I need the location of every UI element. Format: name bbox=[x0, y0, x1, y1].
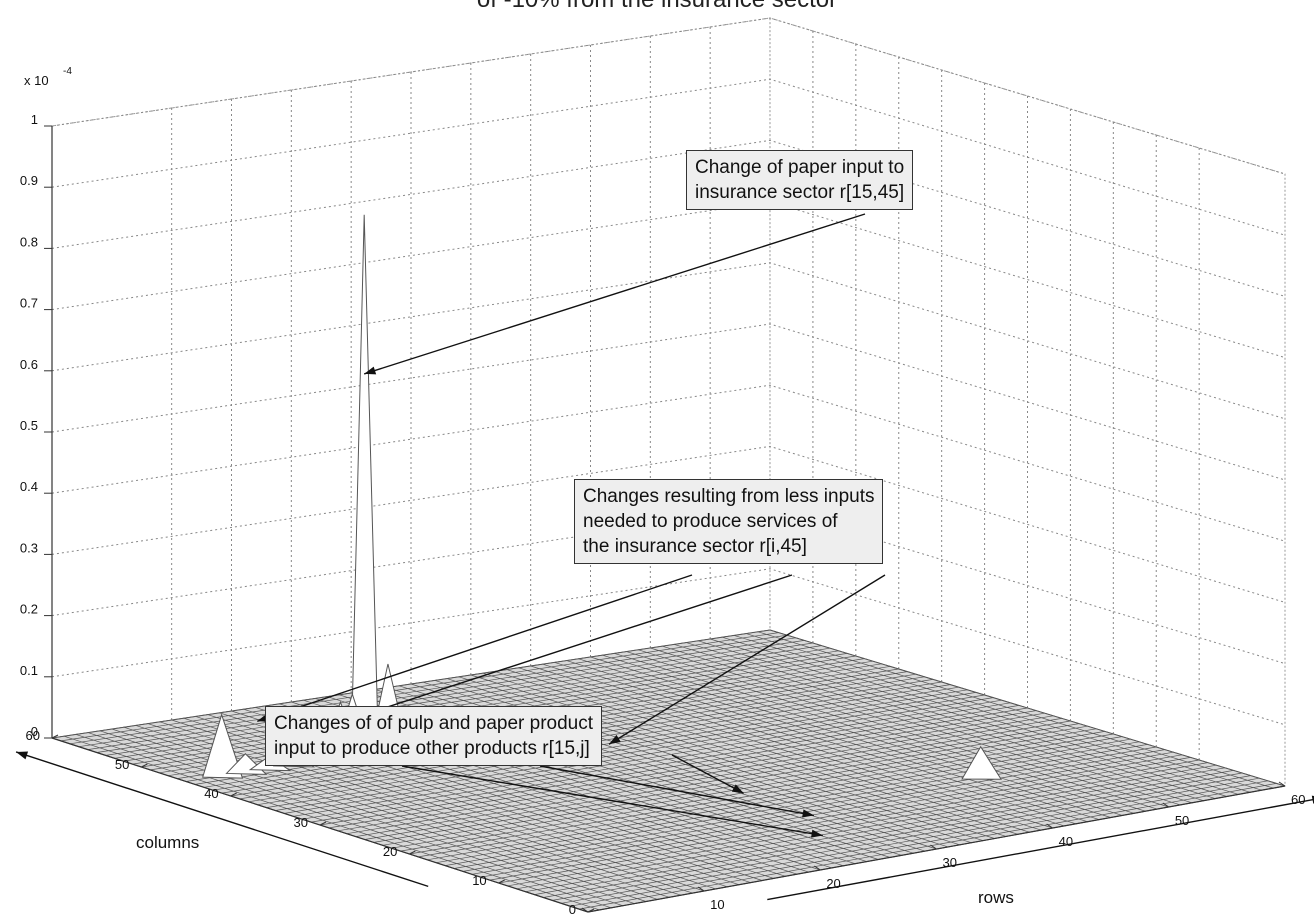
z-tick-label: 1 bbox=[31, 112, 38, 127]
y-tick-label: 50 bbox=[115, 757, 129, 772]
surface-peak bbox=[961, 745, 1002, 780]
arrow-to-r-15j-b-head bbox=[802, 809, 814, 818]
x-tick bbox=[1278, 781, 1286, 787]
z-tick-label: 0.2 bbox=[20, 602, 38, 617]
z-tick-label: 0.9 bbox=[20, 173, 38, 188]
x-tick-label: 40 bbox=[1059, 834, 1073, 849]
mesh-col-line bbox=[60, 632, 779, 742]
arrow-to-r-i45-b bbox=[352, 574, 793, 720]
y-tick-label: 40 bbox=[204, 786, 218, 801]
arrow-to-r-15j-c-head bbox=[811, 829, 823, 838]
z-axis: 0 0.1 0.2 0.3 0.4 0.5 0.6 0.7 0.8 0.9 1 bbox=[20, 112, 53, 739]
arrow-to-main-peak bbox=[363, 213, 866, 375]
mesh-col-line bbox=[78, 637, 796, 748]
mesh-row-line bbox=[674, 644, 1193, 804]
arrow-to-r-i45-c bbox=[608, 574, 886, 745]
arrow-to-main-peak-head bbox=[364, 366, 377, 375]
y-tick bbox=[230, 792, 237, 797]
z-tick-label: 0.7 bbox=[20, 296, 38, 311]
z-multiplier: x 10 bbox=[24, 73, 49, 88]
z-exponent: -4 bbox=[63, 66, 72, 77]
y-tick bbox=[498, 879, 505, 884]
mesh-row-line bbox=[698, 640, 1216, 799]
annotation-paper-input: Change of paper input to insurance secto… bbox=[686, 150, 914, 210]
mesh-row-line bbox=[745, 633, 1262, 791]
arrow-to-r-15j-a bbox=[671, 754, 745, 794]
y-tick-label: 10 bbox=[472, 873, 486, 888]
annotation-insurance-inputs: Changes resulting from less inputs neede… bbox=[574, 479, 884, 564]
y-tick bbox=[51, 734, 59, 739]
y-axis-label: columns bbox=[136, 833, 199, 852]
y-tick bbox=[141, 763, 148, 768]
mesh-row-line bbox=[733, 635, 1251, 793]
x-tick bbox=[1046, 823, 1053, 829]
annotation-pulp-paper: Changes of of pulp and paper product inp… bbox=[265, 706, 603, 766]
columns-direction-arrow-head bbox=[16, 751, 29, 760]
mesh-row-line bbox=[757, 631, 1274, 789]
z-gridline bbox=[51, 78, 1286, 236]
base-axes: 01020304050600102030405060 bbox=[15, 728, 1314, 917]
chart-title: of -10% from the insurance sector bbox=[0, 0, 1314, 14]
y-tick bbox=[587, 908, 595, 913]
y-tick-label: 20 bbox=[383, 844, 397, 859]
y-tick-label: 60 bbox=[26, 728, 40, 743]
x-tick-label: 50 bbox=[1175, 813, 1189, 828]
x-axis-label: rows bbox=[978, 888, 1014, 907]
x-tick-label: 60 bbox=[1291, 792, 1305, 807]
x-tick bbox=[814, 865, 821, 871]
y-tick bbox=[319, 821, 327, 826]
y-tick-label: 30 bbox=[294, 815, 308, 830]
z-tick-label: 0 bbox=[31, 724, 38, 739]
z-gridline bbox=[51, 17, 1286, 175]
columns-direction-arrow bbox=[15, 751, 429, 888]
z-gridline bbox=[51, 568, 1286, 726]
rows-direction-arrow-head bbox=[1311, 795, 1314, 804]
mesh-col-line bbox=[69, 634, 788, 745]
arrow-to-r-i45-a bbox=[257, 574, 693, 722]
arrow-to-r-15j-b bbox=[539, 765, 815, 817]
z-gridline bbox=[51, 445, 1286, 603]
x-tick bbox=[930, 844, 937, 850]
rows-direction-arrow bbox=[767, 798, 1314, 901]
x-tick-label: 10 bbox=[710, 897, 724, 912]
y-tick-label: 0 bbox=[569, 902, 576, 917]
mesh-col-line bbox=[114, 647, 831, 759]
z-tick-label: 0.4 bbox=[20, 479, 38, 494]
arrow-to-r-i45-c-head bbox=[609, 734, 621, 745]
arrow-to-r-15j-a-head bbox=[731, 784, 744, 794]
mesh-row-line bbox=[686, 642, 1204, 802]
z-gridline bbox=[51, 323, 1286, 481]
mesh-row-line bbox=[710, 638, 1228, 797]
z-tick-label: 0.8 bbox=[20, 234, 38, 249]
z-gridline bbox=[51, 262, 1286, 420]
z-tick-label: 0.5 bbox=[20, 418, 38, 433]
annotation-arrows bbox=[257, 213, 886, 838]
surface-peak bbox=[202, 713, 244, 779]
mesh-row-line bbox=[769, 629, 1286, 787]
mesh-row-line bbox=[722, 636, 1239, 795]
x-tick bbox=[581, 907, 589, 913]
x-tick bbox=[697, 886, 705, 892]
y-tick bbox=[409, 850, 416, 855]
z-gridline bbox=[51, 139, 1286, 297]
z-gridline bbox=[51, 384, 1286, 542]
arrow-to-r-15j-c bbox=[401, 765, 823, 837]
z-tick-label: 0.1 bbox=[20, 663, 38, 678]
x-tick bbox=[1162, 802, 1170, 808]
mesh-row-line bbox=[662, 645, 1181, 806]
z-tick-label: 0.3 bbox=[20, 540, 38, 555]
mesh-col-line bbox=[87, 640, 805, 750]
mesh-col-line bbox=[51, 629, 771, 739]
z-tick-label: 0.6 bbox=[20, 357, 38, 372]
